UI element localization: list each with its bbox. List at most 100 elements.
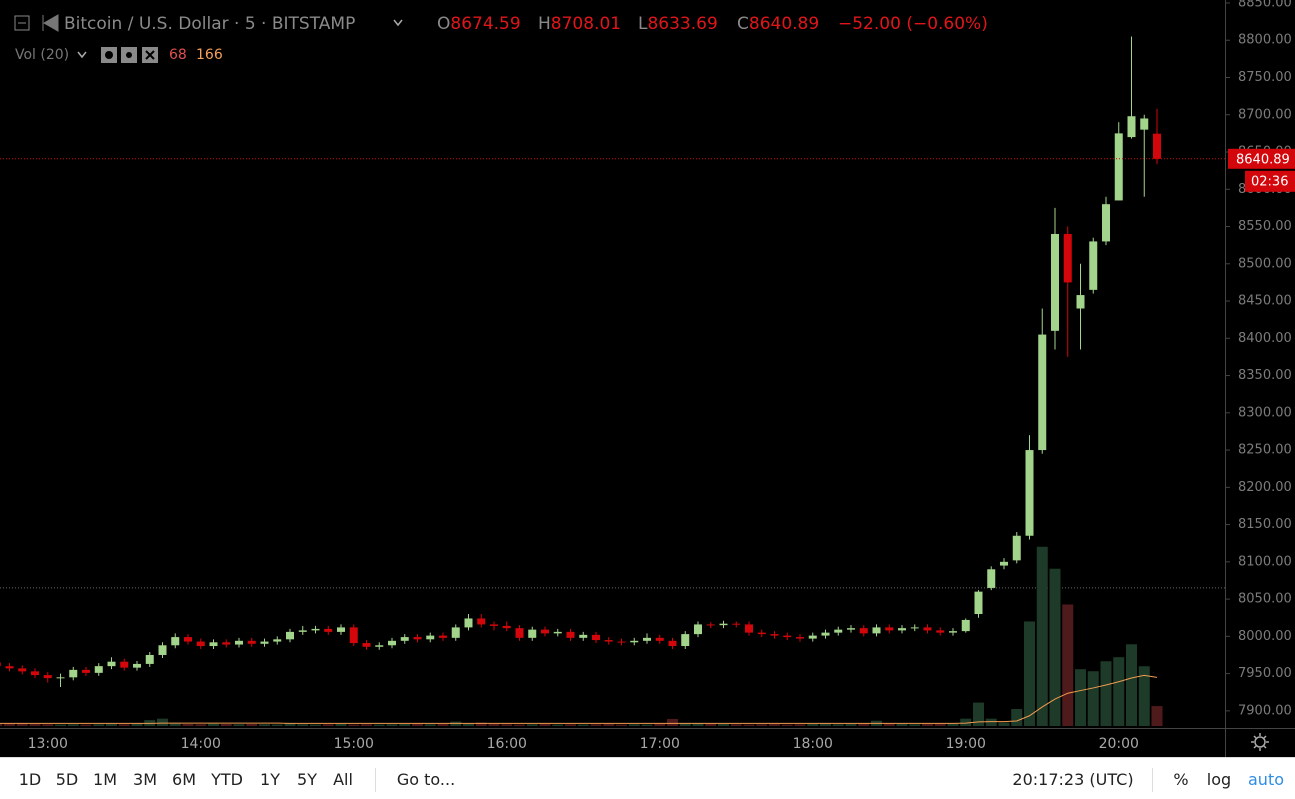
volume-bar — [1126, 644, 1137, 726]
candle-body — [655, 637, 664, 641]
ohlc-value: 8708.01 — [551, 14, 621, 34]
volume-bar — [514, 724, 525, 726]
volume-bar — [667, 718, 678, 726]
candle-body — [18, 668, 27, 672]
auto-toggle[interactable]: auto — [1247, 770, 1285, 789]
volume-bar — [934, 723, 946, 726]
symbol-title[interactable]: Bitcoin / U.S. Dollar · 5 · BITSTAMP — [64, 14, 355, 34]
candle-body — [388, 640, 396, 646]
volume-bar — [654, 723, 666, 726]
candle-body — [974, 591, 983, 614]
candle-body — [273, 639, 282, 642]
candle-body — [643, 637, 651, 641]
collapse-icon[interactable] — [14, 15, 30, 31]
volume-chevron[interactable] — [77, 51, 87, 59]
candle-body — [579, 634, 588, 638]
volume-label[interactable]: Vol (20) — [15, 47, 69, 63]
candle-body — [247, 640, 256, 644]
volume-bar — [4, 723, 15, 726]
volume-bar — [883, 723, 895, 726]
y-tick-label: 7950.00 — [1238, 666, 1292, 681]
volume-bar — [118, 724, 130, 726]
candle-body — [324, 628, 333, 632]
range-button[interactable]: 1M — [93, 770, 117, 789]
volume-bar — [1011, 709, 1023, 726]
volume-bar — [1100, 661, 1112, 726]
candle-body — [808, 635, 817, 639]
x-tick-label: 16:00 — [487, 736, 527, 752]
log-toggle[interactable]: log — [1206, 770, 1232, 789]
volume-bar — [475, 722, 487, 726]
volume-ma-line — [0, 674, 1158, 724]
volume-bar — [1151, 706, 1163, 726]
candle-body — [349, 627, 358, 644]
candle-body — [56, 677, 65, 679]
candle-body — [732, 623, 741, 625]
range-button[interactable]: 1D — [18, 770, 42, 789]
countdown-label: 02:36 — [1251, 174, 1288, 189]
gear-ring — [1254, 736, 1266, 748]
volume-bar — [1062, 604, 1074, 726]
y-tick-label: 8000.00 — [1238, 629, 1292, 644]
clock[interactable]: 20:17:23 (UTC) — [1012, 770, 1134, 789]
candle-body — [133, 663, 141, 668]
background — [0, 0, 1295, 757]
candle-body — [630, 640, 639, 643]
candle-body — [311, 628, 320, 631]
range-button[interactable]: 6M — [172, 770, 196, 789]
plot-area — [0, 36, 1225, 726]
range-button[interactable]: 5D — [55, 770, 79, 789]
candle-body — [413, 637, 422, 640]
candle-body — [706, 624, 715, 626]
candle-body — [94, 666, 103, 673]
volume-bar — [998, 722, 1010, 726]
candle-body — [1063, 233, 1072, 283]
candle-body — [1089, 241, 1098, 290]
symbol-chevron[interactable] — [393, 19, 403, 27]
candle-body — [553, 631, 562, 634]
y-tick-label: 8100.00 — [1238, 554, 1292, 569]
range-button[interactable]: YTD — [211, 770, 243, 789]
candle-body — [528, 629, 537, 638]
candle-body — [681, 634, 690, 647]
candle-body — [209, 642, 218, 647]
candle-body — [464, 618, 473, 628]
candle-body — [949, 631, 957, 633]
candle-body — [592, 634, 600, 641]
candle-body — [1102, 204, 1110, 242]
eye-icon-pupil — [105, 51, 113, 59]
range-button[interactable]: 1Y — [260, 770, 280, 789]
candle-body — [961, 619, 970, 632]
volume-bar — [55, 724, 66, 726]
volume-bar — [463, 723, 474, 726]
y-tick-label: 8800.00 — [1238, 33, 1292, 48]
candle-body — [477, 618, 486, 625]
range-button[interactable]: 5Y — [297, 770, 317, 789]
range-button[interactable]: All — [333, 770, 353, 789]
volume-bar — [412, 723, 423, 726]
percent-toggle[interactable]: % — [1173, 770, 1189, 789]
x-tick-label: 15:00 — [334, 736, 374, 752]
volume-bar — [220, 723, 232, 726]
ohlc-letter: C — [737, 14, 749, 34]
candle-body — [362, 643, 371, 647]
volume-bar — [820, 723, 831, 726]
candle-body — [235, 640, 243, 645]
candle-body — [1012, 535, 1021, 561]
volume-bar — [603, 723, 615, 726]
settings-gear[interactable] — [1251, 733, 1269, 751]
candle-body — [107, 661, 116, 667]
candle-body — [923, 627, 932, 631]
goto-button[interactable]: Go to... — [396, 770, 456, 789]
volume-bar — [730, 724, 742, 726]
volume-bar — [93, 724, 105, 726]
volume-bar — [335, 723, 347, 726]
range-button[interactable]: 3M — [133, 770, 157, 789]
candle-body — [694, 624, 702, 635]
candle-body — [145, 654, 154, 664]
separator — [375, 768, 376, 792]
x-tick-label: 14:00 — [181, 736, 221, 752]
volume-bar — [896, 723, 908, 726]
candle-body — [490, 624, 498, 626]
volume-bar — [794, 724, 806, 726]
